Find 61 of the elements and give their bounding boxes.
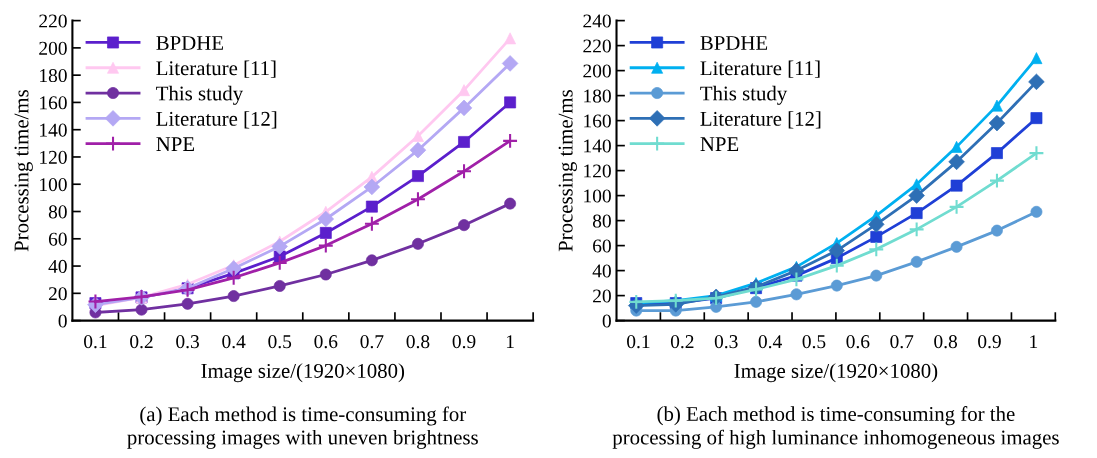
x-tick-label: 0.4 xyxy=(758,335,782,349)
legend-label: BPDHE xyxy=(700,36,768,50)
y-tick-label: 0 xyxy=(58,314,67,328)
y-tick-label: 220 xyxy=(583,39,611,53)
legend-label: NPE xyxy=(700,137,739,151)
x-tick-label: 0.6 xyxy=(314,335,338,349)
x-tick-label: 0.5 xyxy=(268,335,292,349)
x-tick-label: 0.2 xyxy=(670,335,694,349)
x-tick-label: 0.8 xyxy=(406,335,430,349)
x-axis-title: Image size/(1920×1080) xyxy=(734,363,938,383)
x-tick-label: 0.9 xyxy=(978,335,1001,349)
text: (b) Each method is time-consuming for the processing of high luminance inhomogeneous images xyxy=(612,406,1059,449)
legend-label: This study xyxy=(156,85,244,105)
x-tick-label: 0.9 xyxy=(452,335,476,349)
y-tick-label: 160 xyxy=(584,114,611,128)
legend-label: NPE xyxy=(156,137,195,151)
y-tick-label: 20 xyxy=(593,289,611,303)
legend-label: Literature [11] xyxy=(700,60,820,78)
x-axis-title: Image size/(1920×1080) xyxy=(201,363,405,383)
y-tick-label: 200 xyxy=(39,41,67,55)
x-tick-label: 0.1 xyxy=(627,335,650,349)
x-tick-label: 0.1 xyxy=(84,335,107,349)
x-tick-label: 0.7 xyxy=(890,335,914,349)
y-tick-label: 0 xyxy=(602,314,611,328)
y-tick-label: 140 xyxy=(584,139,611,153)
legend-label: This study xyxy=(700,85,788,105)
y-tick-label: 80 xyxy=(48,205,67,219)
x-tick-label: 0.7 xyxy=(360,335,384,349)
y-tick-label: 20 xyxy=(48,287,67,301)
legend-label: Literature [12] xyxy=(700,111,821,129)
y-tick-label: 140 xyxy=(40,123,67,137)
y-tick-label: 40 xyxy=(48,259,67,273)
y-tick-label: 60 xyxy=(593,239,611,253)
x-tick-label: 0.6 xyxy=(846,335,870,349)
y-tick-label: 120 xyxy=(584,164,611,178)
y-tick-label: 80 xyxy=(592,214,611,228)
y-axis-title: Processing time/ms xyxy=(558,90,577,252)
y-tick-label: 160 xyxy=(40,96,67,110)
y-tick-label: 100 xyxy=(584,189,611,203)
text: (a) Each method is time-consuming for processing images with uneven brightness xyxy=(127,406,478,449)
y-tick-label: 40 xyxy=(592,264,611,278)
x-tick-label: 0.8 xyxy=(934,335,958,349)
y-tick-label: 100 xyxy=(40,178,67,192)
y-tick-label: 180 xyxy=(584,89,611,103)
y-tick-label: 200 xyxy=(583,64,611,78)
x-tick-label: 0.2 xyxy=(130,335,153,349)
x-tick-label: 0.3 xyxy=(176,335,199,349)
x-tick-label: 0.3 xyxy=(714,335,738,349)
x-tick-label: 1 xyxy=(506,335,514,348)
legend-label: BPDHE xyxy=(156,36,223,50)
y-tick-label: 240 xyxy=(583,14,611,28)
x-tick-label: 0.5 xyxy=(802,335,826,349)
y-axis-title: Processing time/ms xyxy=(14,90,33,252)
legend-label: Literature [12] xyxy=(156,111,277,129)
x-tick-label: 1 xyxy=(1030,335,1038,348)
legend-label: Literature [11] xyxy=(156,60,276,78)
y-tick-label: 180 xyxy=(40,68,67,83)
y-tick-label: 220 xyxy=(39,14,67,28)
x-tick-label: 0.4 xyxy=(222,335,246,349)
y-tick-label: 120 xyxy=(40,150,67,164)
y-tick-label: 60 xyxy=(48,232,67,246)
